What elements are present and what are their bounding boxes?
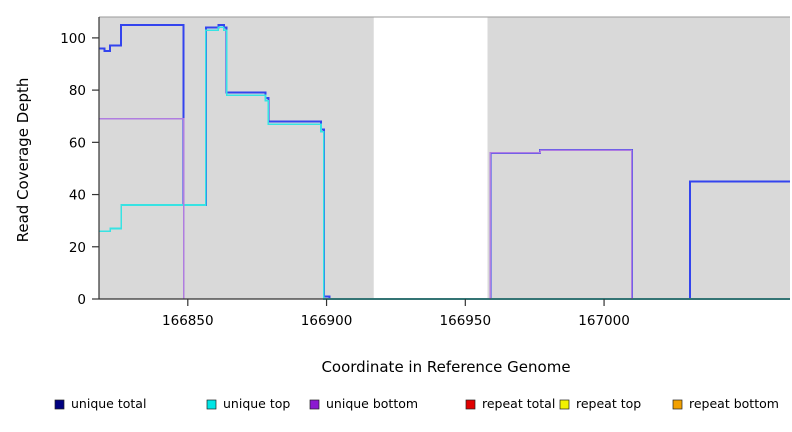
legend-swatch-repeat-bottom: [672, 399, 683, 410]
coverage-gap-region-0: [373, 17, 488, 299]
legend-swatch-repeat-top: [559, 399, 570, 410]
series-line-unique-top: [99, 26, 790, 300]
y-axis-title: Read Coverage Depth: [14, 78, 32, 243]
x-axis: 166850 166900 166950 167000: [99, 298, 790, 329]
y-tick-label-20: 20: [69, 240, 86, 256]
y-tick-label-100: 100: [60, 31, 86, 47]
y-tick-label-0: 0: [77, 292, 86, 308]
legend-label-repeat-total: repeat total: [482, 396, 555, 411]
y-tick-label-60: 60: [69, 135, 86, 151]
legend-swatch-unique-total: [54, 399, 65, 410]
legend-label-repeat-top: repeat top: [576, 396, 641, 411]
legend-swatch-unique-top: [206, 399, 217, 410]
chart-legend: unique total unique top unique bottom repea…: [54, 396, 779, 411]
x-tick-label-166850: 166850: [162, 313, 214, 329]
legend-label-unique-bottom: unique bottom: [326, 396, 418, 411]
legend-label-repeat-bottom: repeat bottom: [689, 396, 779, 411]
legend-swatch-unique-bottom: [309, 399, 320, 410]
y-axis: 0 20 40 60 80 100: [60, 17, 100, 308]
x-tick-label-166900: 166900: [301, 313, 353, 329]
legend-label-unique-top: unique top: [223, 396, 290, 411]
plot-panel-background: [99, 17, 790, 299]
y-tick-label-80: 80: [69, 83, 86, 99]
legend-swatch-repeat-total: [465, 399, 476, 410]
x-tick-label-167000: 167000: [578, 313, 630, 329]
y-tick-label-40: 40: [69, 188, 86, 204]
x-tick-label-166950: 166950: [440, 313, 492, 329]
legend-label-unique-total: unique total: [71, 396, 146, 411]
x-axis-title: Coordinate in Reference Genome: [321, 358, 570, 376]
